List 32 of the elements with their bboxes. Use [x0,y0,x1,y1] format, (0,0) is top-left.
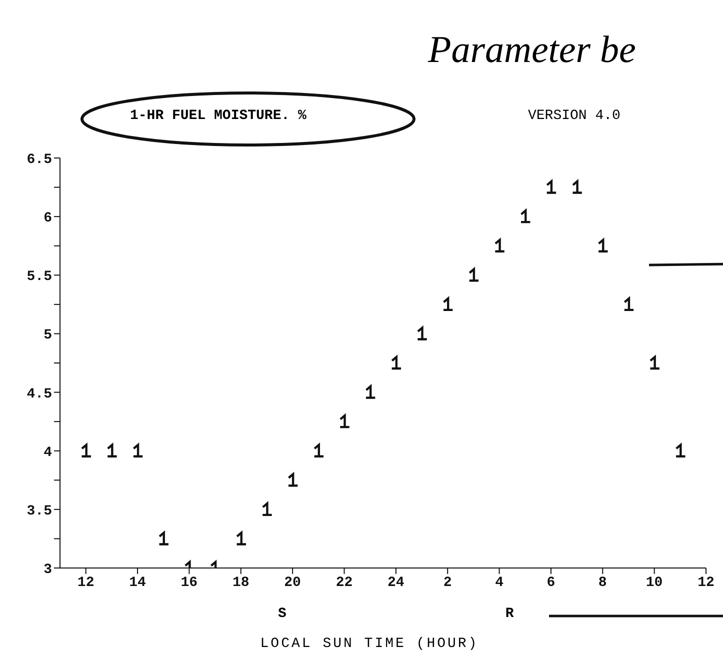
x-tick-label: 10 [646,574,663,591]
y-tick-label: 6 [44,210,52,227]
point [288,473,298,487]
x-tick-label: 12 [698,574,714,591]
chart-title: 1-HR FUEL MOISTURE. % [130,108,306,124]
text: S [277,606,288,622]
point [133,444,143,458]
y-tick-label: 3.5 [26,503,52,520]
point [546,180,556,194]
x-tick-label: 22 [336,574,353,591]
y-tick-label: 5.5 [26,269,52,286]
x-axis-title: LOCAL SUN TIME (HOUR) [259,636,480,652]
y-tick-label: 6.5 [26,152,52,168]
y-tick-label: 4 [44,444,52,461]
x-tick-label: 4 [495,574,504,591]
x-tick-label: 20 [284,574,301,591]
x-tick-label: 18 [232,574,250,591]
x-tick-label: 14 [129,574,146,591]
chart-subtitle: VERSION 4.0 [528,108,620,124]
x-tick-label: 6 [546,574,556,591]
y-tick-label: 5 [44,328,52,344]
x-tick-label: 24 [388,574,404,591]
text: Parameter be [428,28,636,72]
point [469,268,479,282]
x-tick-label: 8 [598,574,607,591]
x-tick-label: 2 [443,574,452,591]
x-tick-label: 12 [77,574,94,591]
point [366,385,376,399]
y-tick-label: 4.5 [26,386,52,402]
text: R [504,606,515,622]
x-tick-label: 16 [180,574,198,591]
y-tick-label: 3 [44,562,52,578]
